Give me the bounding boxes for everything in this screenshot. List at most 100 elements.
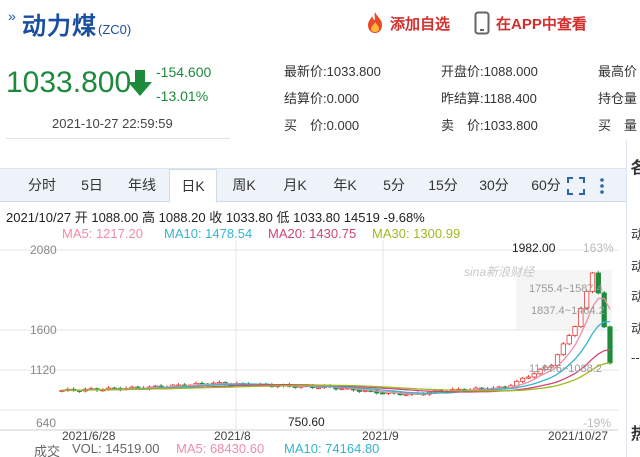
bar-open: 1088.00 (91, 210, 139, 225)
more-options-icon[interactable] (597, 177, 607, 195)
bar-date: 2021/10/27 (6, 210, 72, 225)
candle-body (584, 290, 590, 309)
price-change-percent: -13.01% (156, 88, 209, 104)
bar-low-label: 低 (276, 210, 290, 225)
annotation-ma-a: 1755.4~1587.4 (529, 283, 603, 295)
open-price-field: 开盘价:1088.000 (441, 61, 538, 80)
candle-body (572, 326, 578, 336)
bid-volume-label: 买 量 (598, 118, 638, 133)
candle-body (549, 365, 555, 368)
high-price-label: 最高价 (598, 64, 638, 79)
ma30-label: MA30: 1300.99 (372, 226, 461, 241)
price-change: -154.600 (156, 64, 212, 80)
annotation-high: 1982.00 (512, 241, 556, 255)
candle-body (537, 368, 543, 375)
ask-price-field: 卖 价:1033.800 (441, 115, 538, 134)
tab-30min[interactable]: 30分 (479, 177, 509, 193)
instrument-code: (ZC0) (98, 22, 132, 37)
bid-price-field: 买 价:0.000 (284, 115, 359, 134)
side-panel: 各 动 动 动 动 -- 热 (626, 140, 640, 457)
volume-value: VOL: 14519.00 (72, 441, 160, 456)
pct-label-top: 163% (583, 241, 614, 255)
y-label-1120: 1120 (30, 363, 56, 377)
bar-close-label: 收 (209, 210, 223, 225)
volume-ma10: MA10: 74164.80 (284, 441, 380, 456)
view-in-app-button[interactable]: 在APP中查看 (474, 10, 587, 36)
tab-daily-k[interactable]: 日K (169, 169, 217, 203)
fullscreen-icon[interactable] (567, 177, 585, 195)
tab-intraday[interactable]: 分时 (28, 177, 56, 193)
annotation-ma-c: 1144.6~1088.2 (529, 363, 602, 375)
y-label-2080: 2080 (30, 243, 57, 257)
candle-body (595, 272, 601, 294)
side-item[interactable]: 动 (631, 321, 640, 336)
kline-chart[interactable]: sina新浪财经 2080 1600 1120 640 163% -19% 19… (0, 240, 626, 440)
ask-price-value: 1033.800 (483, 118, 538, 133)
tab-monthly-k[interactable]: 月K (283, 177, 307, 193)
bar-pct: -9.68% (383, 210, 425, 225)
instrument-name: 动力煤 (22, 13, 97, 40)
view-in-app-label: 在APP中查看 (496, 15, 587, 33)
tab-5min[interactable]: 5分 (383, 177, 405, 193)
x-label-end: 2021/10/27 (548, 429, 608, 440)
add-favorite-button[interactable]: 添加自选 (364, 10, 450, 36)
x-label-start: 2021/6/28 (62, 429, 116, 440)
tab-yearly-k[interactable]: 年K (333, 177, 357, 193)
bar-low: 1033.80 (293, 210, 341, 225)
chart-grid (0, 240, 618, 430)
tab-5day[interactable]: 5日 (81, 177, 103, 193)
side-item[interactable]: 动 (631, 259, 640, 274)
quote-datetime: 2021-10-27 22:59:59 (52, 116, 173, 131)
bar-high: 1088.20 (158, 210, 206, 225)
side-item[interactable]: 动 (631, 289, 640, 304)
candle-body (560, 343, 566, 356)
last-price: 1033.800 (6, 66, 132, 99)
bar-high-label: 高 (141, 210, 155, 225)
tab-60min[interactable]: 60分 (531, 177, 561, 193)
bar-close: 1033.80 (225, 210, 273, 225)
down-arrow-icon (128, 70, 152, 96)
prev-settle-field: 昨结算:1188.400 (441, 88, 537, 107)
tab-weekly-k[interactable]: 周K (232, 177, 256, 193)
ask-price-label: 卖 价: (441, 118, 484, 133)
y-label-1600: 1600 (30, 323, 57, 337)
candle-body (339, 388, 345, 390)
candle-body (403, 393, 409, 396)
annotation-low: 750.60 (288, 415, 325, 429)
pct-label-bottom: -19% (583, 416, 611, 430)
annotation-ma-b: 1837.4~1464.2 (531, 305, 605, 317)
settle-price-label: 结算价: (284, 91, 327, 106)
candle-body (601, 292, 607, 328)
candle-body (380, 392, 386, 395)
sina-watermark: sina新浪财经 (464, 265, 536, 279)
candle-body (356, 389, 362, 392)
add-favorite-label: 添加自选 (390, 15, 451, 33)
bar-info-line: 2021/10/27 开 1088.00 高 1088.20 收 1033.80… (6, 207, 425, 226)
ma10-label: MA10: 1478.54 (164, 226, 253, 241)
side-item[interactable]: -- (631, 350, 640, 365)
phone-icon (474, 11, 490, 35)
candle-body (543, 366, 549, 370)
tab-15min[interactable]: 15分 (428, 177, 458, 193)
bar-volume: 14519 (343, 210, 380, 225)
side-item[interactable]: 动 (631, 227, 640, 242)
title-bar: » 动力煤 (ZC0) 添加自选 在APP中查看 (0, 0, 640, 48)
prev-settle-value: 1188.400 (483, 91, 537, 106)
candle-body (531, 373, 537, 378)
divider (6, 138, 230, 139)
x-label-aug: 2021/8 (214, 429, 251, 440)
latest-price-label: 最新价: (284, 64, 327, 79)
side-panel-title: 热 (631, 426, 640, 443)
ma30-line (61, 362, 611, 392)
candle-body (362, 390, 368, 392)
bid-price-label: 买 价: (284, 118, 327, 133)
settle-price-field: 结算价:0.000 (284, 88, 359, 107)
tab-year-line[interactable]: 年线 (128, 177, 156, 193)
prev-settle-label: 昨结算: (441, 91, 484, 106)
settle-price-value: 0.000 (326, 91, 360, 106)
bid-price-value: 0.000 (326, 118, 360, 133)
open-price-value: 1088.000 (483, 64, 538, 79)
ma10-line (61, 320, 611, 395)
candle-body (607, 326, 613, 364)
candle-body (519, 377, 526, 382)
